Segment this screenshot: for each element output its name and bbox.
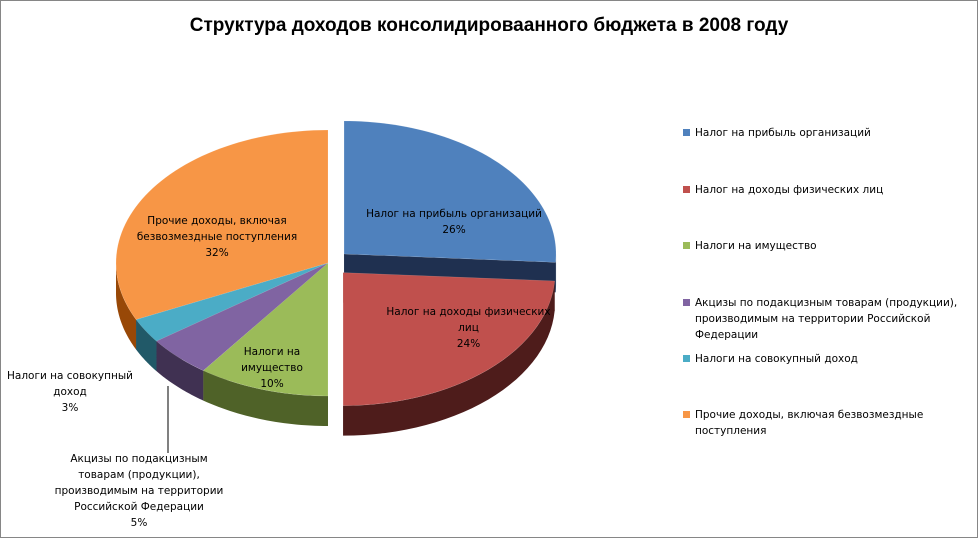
- legend-item-1: Налог на доходы физических лиц: [683, 182, 977, 198]
- pie-slice-3: [156, 262, 329, 371]
- legend-swatch: [683, 186, 690, 193]
- pie-slice-5: [115, 129, 329, 320]
- slice-outer-wall: [203, 370, 328, 426]
- slice-outer-wall: [136, 319, 157, 372]
- legend-item-4: Налоги на совокупный доход: [683, 351, 977, 367]
- data-label-5: Прочие доходы, включая безвозмездные пос…: [136, 215, 298, 259]
- legend-item-5: Прочие доходы, включая безвозмездные пос…: [683, 407, 965, 439]
- chart-title: Структура доходов консолидироваанного бю…: [189, 15, 789, 36]
- data-label-0: Налог на прибыль организаций 26%: [366, 208, 542, 236]
- legend-swatch: [683, 299, 690, 306]
- slice-outer-wall: [116, 263, 137, 350]
- pie-slice-2: [202, 262, 329, 397]
- legend-item-0: Налог на прибыль организаций: [683, 125, 977, 141]
- slice-outer-wall: [156, 341, 204, 401]
- legend-swatch: [683, 355, 690, 362]
- data-label-3: Акцизы по подакцизным товарам (продукции…: [54, 453, 224, 529]
- data-label-1: Налог на доходы физических лиц 24%: [386, 306, 551, 350]
- pie-slice-0: [343, 120, 557, 263]
- pie-slice-1: [342, 272, 555, 406]
- data-label-4: Налоги на совокупный доход 3%: [7, 370, 133, 414]
- legend-item-2: Налоги на имущество: [683, 238, 977, 254]
- legend-swatch: [683, 242, 690, 249]
- pie-tops: [115, 120, 557, 406]
- legend-swatch: [683, 129, 690, 136]
- pie-slice-4: [135, 262, 329, 342]
- data-label-2: Налоги на имущество 10%: [241, 346, 303, 390]
- legend-item-3: Акцизы по подакцизным товарам (продукции…: [683, 295, 970, 343]
- legend-swatch: [683, 411, 690, 418]
- slice-outer-wall: [343, 280, 555, 436]
